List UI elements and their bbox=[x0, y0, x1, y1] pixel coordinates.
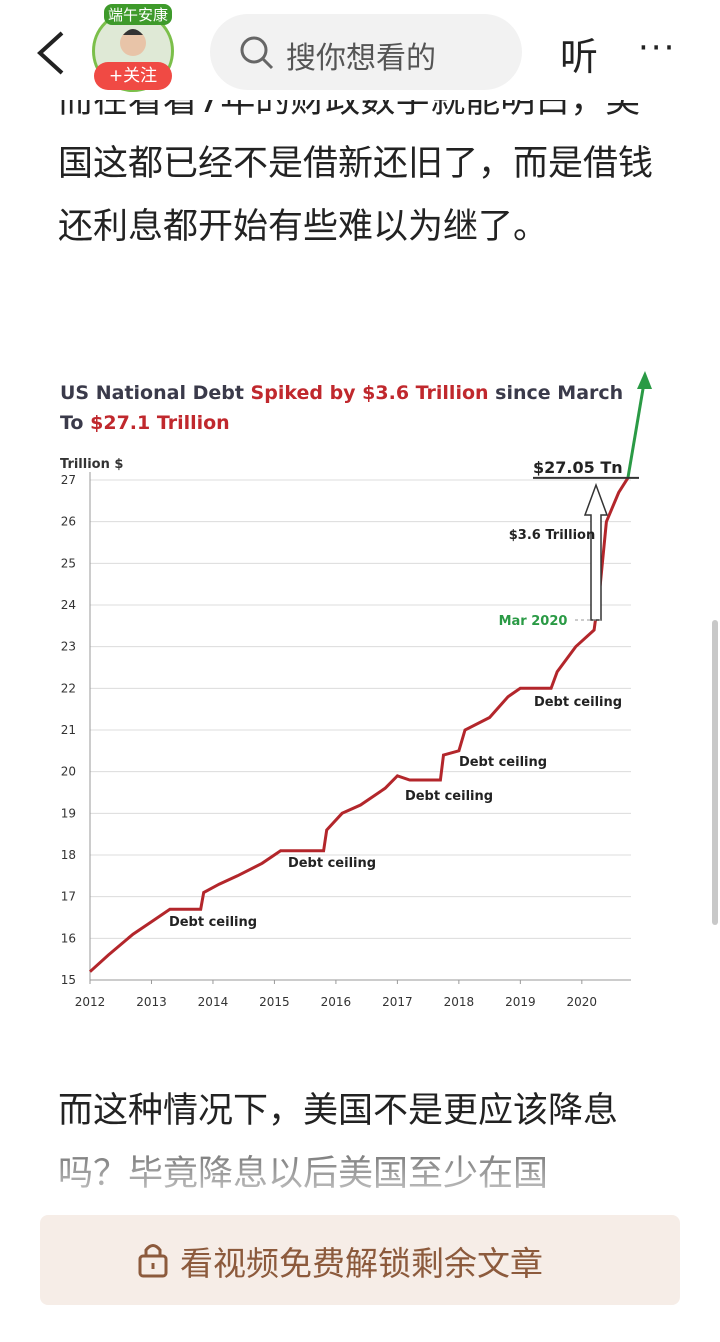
annotation: Debt ceiling bbox=[534, 695, 622, 710]
x-tick-label: 2018 bbox=[444, 995, 475, 1009]
annotation: Mar 2020 bbox=[499, 614, 568, 629]
annotation: Debt ceiling bbox=[169, 915, 257, 930]
back-button[interactable] bbox=[34, 30, 68, 76]
y-tick-label: 15 bbox=[61, 973, 76, 987]
y-tick-label: 16 bbox=[61, 931, 76, 945]
y-tick-label: 17 bbox=[61, 890, 76, 904]
x-tick-label: 2019 bbox=[505, 995, 536, 1009]
x-tick-label: 2020 bbox=[567, 995, 598, 1009]
annotation: Debt ceiling bbox=[288, 856, 376, 871]
annotation: $27.05 Tn bbox=[533, 458, 623, 477]
debt-line bbox=[88, 477, 630, 973]
y-tick-label: 25 bbox=[61, 556, 76, 570]
annotation: $3.6 Trillion bbox=[509, 528, 595, 543]
chart-background bbox=[55, 365, 660, 1020]
annotation: Debt ceiling bbox=[405, 789, 493, 804]
title-part: Spiked by $3.6 Trillion bbox=[251, 382, 489, 404]
x-tick-label: 2013 bbox=[136, 995, 167, 1009]
fade-overlay bbox=[0, 1140, 720, 1210]
avatar-badge: 端午安康 bbox=[104, 4, 173, 25]
y-axis-label: Trillion $ bbox=[60, 457, 123, 472]
title-part: To bbox=[60, 412, 84, 434]
top-bar: 端午安康 +关注 搜你想看的 听 ··· bbox=[0, 0, 720, 100]
y-tick-label: 18 bbox=[61, 848, 76, 862]
y-tick-label: 22 bbox=[61, 681, 76, 695]
x-tick-label: 2015 bbox=[259, 995, 290, 1009]
listen-button[interactable]: 听 bbox=[560, 35, 599, 79]
arrow-shaft bbox=[626, 376, 647, 479]
y-tick-label: 26 bbox=[61, 515, 76, 529]
unlock-button[interactable]: 看视频免费解锁剩余文章 bbox=[40, 1215, 680, 1305]
y-tick-label: 20 bbox=[61, 765, 76, 779]
y-tick-label: 24 bbox=[61, 598, 76, 612]
title-part: $27.1 Trillion bbox=[90, 412, 230, 434]
y-tick-label: 21 bbox=[61, 723, 76, 737]
hollow-arrow bbox=[583, 482, 609, 621]
x-tick-label: 2014 bbox=[198, 995, 229, 1009]
y-tick-label: 19 bbox=[61, 806, 76, 820]
chart-title: US National Debt Spiked by $3.6 Trillion… bbox=[60, 382, 623, 404]
y-tick-label: 27 bbox=[61, 473, 76, 487]
search-box[interactable]: 搜你想看的 bbox=[210, 14, 522, 90]
annotation: Debt ceiling bbox=[459, 755, 547, 770]
more-button[interactable]: ··· bbox=[638, 28, 677, 68]
x-tick-label: 2012 bbox=[75, 995, 106, 1009]
follow-button[interactable]: +关注 bbox=[94, 62, 172, 90]
chart-title: To $27.1 Trillion bbox=[60, 412, 230, 434]
arrow-head bbox=[637, 371, 652, 389]
title-part: since March bbox=[495, 382, 623, 404]
paragraph: 而在看看7年的财政数字就能明白，美国这都已经不是借新还旧了，而是借钱还利息都开始… bbox=[58, 81, 654, 247]
x-tick-label: 2017 bbox=[382, 995, 413, 1009]
y-tick-label: 23 bbox=[61, 640, 76, 654]
chart: US National Debt Spiked by $3.6 Trillion… bbox=[55, 365, 660, 1020]
search-placeholder: 搜你想看的 bbox=[286, 41, 436, 76]
title-part: US National Debt bbox=[60, 382, 244, 404]
scrollbar bbox=[712, 620, 718, 925]
unlock-text: 看视频免费解锁剩余文章 bbox=[180, 1244, 543, 1283]
x-tick-label: 2016 bbox=[321, 995, 352, 1009]
